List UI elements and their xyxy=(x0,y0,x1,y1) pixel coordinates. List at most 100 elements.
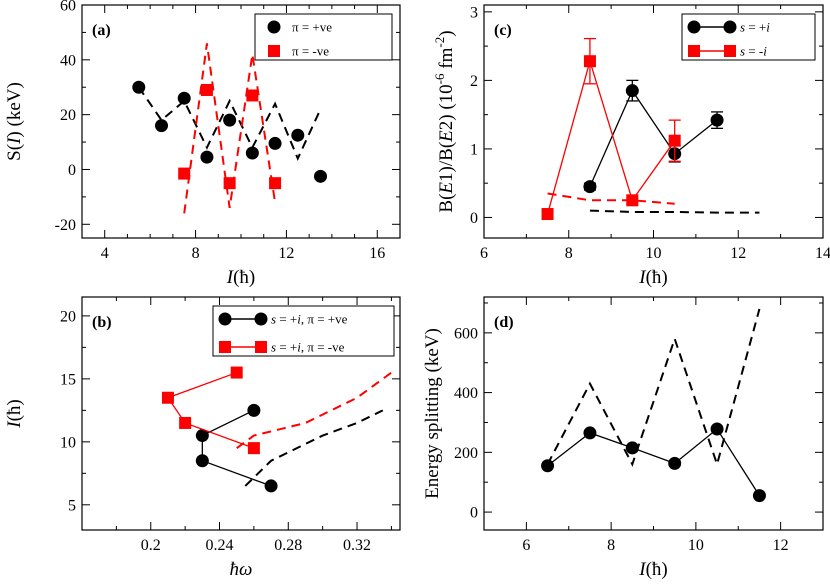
data-point xyxy=(710,113,724,127)
series-calc-1 xyxy=(546,308,761,468)
label-part: = xyxy=(745,44,759,59)
panel-b-frame xyxy=(81,296,401,531)
label-part: ) xyxy=(436,30,457,36)
label-part: fm xyxy=(436,47,457,73)
label-part: E xyxy=(436,182,457,195)
series-line xyxy=(201,409,272,487)
data-point xyxy=(155,119,168,133)
label-part: (ħ) xyxy=(4,399,25,421)
data-point xyxy=(195,429,209,443)
x-tick-label: 16 xyxy=(369,245,385,262)
legend-marker xyxy=(268,45,280,57)
panel-d-frame xyxy=(483,296,824,531)
label-part: + xyxy=(290,340,297,355)
data-point xyxy=(314,169,327,183)
x-axis-label: I(ħ) xyxy=(638,267,667,288)
data-point xyxy=(247,442,260,455)
legend-frame xyxy=(681,13,816,61)
label-part: ħω xyxy=(230,559,253,580)
data-point xyxy=(264,479,278,493)
x-tick-label: 14 xyxy=(815,245,830,262)
y-tick-label: -20 xyxy=(55,217,76,234)
legend-marker xyxy=(219,341,231,353)
series-line xyxy=(166,371,255,449)
data-point xyxy=(625,84,639,98)
panel-label: (d) xyxy=(494,314,514,331)
legend: s = +i, π = +ves = +i, π = -ve xyxy=(212,305,395,357)
legend-label: s = +i xyxy=(740,20,770,35)
panel-label: (c) xyxy=(494,22,512,39)
series-line xyxy=(589,89,718,187)
y-tick-label: 3 xyxy=(470,4,478,21)
label-part: s xyxy=(271,312,276,327)
x-tick-label: 10 xyxy=(646,245,662,262)
label-part: (ħ) xyxy=(646,559,668,580)
label-part: = xyxy=(745,20,759,35)
x-tick-label: 0.24 xyxy=(206,537,234,554)
legend-label: s = +i, π = +ve xyxy=(271,312,348,327)
calculated-dashed-line xyxy=(547,192,675,205)
series-line xyxy=(546,58,676,215)
series-calc-3 xyxy=(183,43,277,214)
y-tick-label: 20 xyxy=(60,107,76,124)
data-point xyxy=(195,454,209,468)
legend: s = +is = -i xyxy=(681,13,816,61)
label-part: s xyxy=(271,340,276,355)
y-axis-label: B(E1)/B(E2) (10-6 fm-2) xyxy=(432,30,457,212)
data-point xyxy=(223,113,237,127)
data-point xyxy=(625,441,639,455)
label-part: I xyxy=(4,420,25,429)
x-axis-label: ħω xyxy=(230,559,253,580)
y-axis-label: I(ħ) xyxy=(4,399,25,428)
panel-label: (a) xyxy=(92,22,111,39)
label-part: s xyxy=(740,20,745,35)
label-part: i xyxy=(766,20,770,35)
label-part: I xyxy=(638,559,647,580)
x-tick-label: 8 xyxy=(192,245,200,262)
label-part: -6 xyxy=(432,73,447,84)
series--ve xyxy=(132,80,327,183)
x-tick-label: 6 xyxy=(480,245,488,262)
label-part: π = +ve xyxy=(292,20,332,35)
series-calc-3 xyxy=(547,192,675,205)
series-s-i-ve xyxy=(195,403,278,493)
y-tick-label: 0 xyxy=(470,210,478,227)
y-tick-label: 200 xyxy=(454,445,478,462)
label-part: + xyxy=(759,20,766,35)
y-tick-label: 20 xyxy=(60,308,76,325)
data-point xyxy=(200,150,214,164)
data-point xyxy=(583,180,597,194)
legend-label: π = -ve xyxy=(292,44,329,59)
legend-marker xyxy=(687,20,701,34)
label-part: = xyxy=(276,312,290,327)
y-tick-label: 600 xyxy=(454,325,478,342)
data-point xyxy=(541,208,554,221)
y-tick-label: 60 xyxy=(60,0,76,15)
y-tick-label: 0 xyxy=(470,505,478,522)
label-part: i xyxy=(297,312,301,327)
label-part: + xyxy=(290,312,297,327)
data-point xyxy=(179,416,192,429)
series-line xyxy=(547,428,760,496)
y-tick-label: 10 xyxy=(60,434,76,451)
label-part: Energy splitting (keV) xyxy=(422,328,443,499)
y-tick-label: 5 xyxy=(68,497,76,514)
x-tick-label: 6 xyxy=(522,537,530,554)
y-axis-label: Energy splitting (keV) xyxy=(422,328,443,499)
x-tick-label: 12 xyxy=(730,245,746,262)
legend-marker xyxy=(723,20,737,34)
legend: π = +ve π = -ve xyxy=(254,13,393,61)
legend-marker xyxy=(724,45,736,57)
x-tick-label: 12 xyxy=(278,245,294,262)
data-point xyxy=(626,194,639,207)
data-point xyxy=(541,459,555,473)
label-part: , π = +ve xyxy=(301,312,348,327)
legend-marker xyxy=(255,341,267,353)
y-tick-label: 40 xyxy=(60,52,76,69)
label-part: (ħ) xyxy=(646,267,668,288)
legend-marker xyxy=(688,45,700,57)
label-part: (ħ) xyxy=(233,267,255,288)
data-point xyxy=(710,422,724,436)
data-point xyxy=(268,136,282,150)
